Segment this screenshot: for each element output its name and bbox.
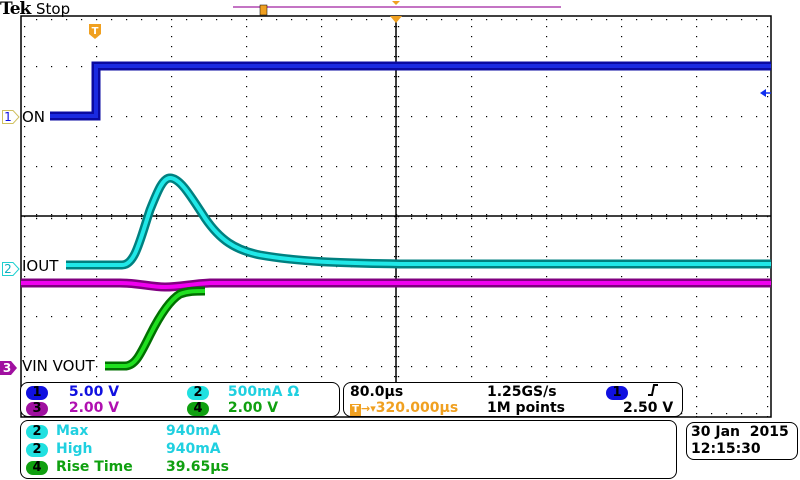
ch2-setting[interactable]: 2 500mA Ω: [187, 384, 299, 400]
acquisition-status: Stop: [36, 0, 71, 18]
vertical-settings-panel: 1 5.00 V 2 500mA Ω 3 2.00 V 4 2.00 V: [20, 382, 340, 417]
date: 30 Jan 2015: [691, 424, 789, 440]
horizontal-trigger-panel: 80.0µs T →▾320.000µs 1.25GS/s 1M points 1…: [343, 382, 683, 417]
svg-text:2: 2: [4, 262, 12, 276]
trigger-level[interactable]: 2.50 V: [623, 400, 674, 416]
measurement-row[interactable]: 2 Max 940mA: [26, 423, 221, 439]
ch1-label: ON: [22, 108, 46, 126]
trigger-position[interactable]: T →▾320.000µs: [350, 400, 458, 416]
ch3-ground-marker[interactable]: 3: [0, 360, 20, 379]
trigger-position-marker: T: [89, 24, 101, 39]
svg-text:1: 1: [4, 110, 12, 124]
ch1-scale: 5.00 V: [68, 384, 120, 400]
trigger-level-arrow: [760, 89, 766, 97]
ch2-label: IOUT: [22, 257, 59, 275]
record-center-marker: [392, 1, 400, 5]
ch3-setting[interactable]: 3 2.00 V: [26, 400, 119, 416]
expansion-point-marker: [390, 16, 402, 23]
time-per-div[interactable]: 80.0µs: [350, 384, 404, 400]
ch2-ground-marker[interactable]: 2: [2, 261, 22, 280]
measurements-panel: 2 Max 940mA 2 High 940mA 4 Rise Time 39.…: [20, 420, 677, 479]
svg-text:3: 3: [3, 361, 11, 375]
ch2-waveform: [66, 173, 771, 270]
ch3-scale: 2.00 V: [68, 400, 120, 416]
ch3-waveform: [21, 278, 771, 292]
ch2-scale: 500mA Ω: [227, 384, 300, 400]
rising-edge-icon: [647, 384, 659, 400]
ch4-setting[interactable]: 4 2.00 V: [187, 400, 278, 416]
trigger-source[interactable]: 1: [606, 384, 659, 400]
ch1-ground-marker[interactable]: 1: [2, 109, 22, 128]
ch3-ch4-label: VIN VOUT: [22, 357, 95, 375]
time: 12:15:30: [691, 441, 761, 457]
trigger-marker-icon: T: [350, 404, 361, 416]
measurement-row[interactable]: 4 Rise Time 39.65µs: [26, 459, 229, 475]
ch4-scale: 2.00 V: [227, 400, 279, 416]
ch1-waveform: [50, 61, 771, 121]
datetime-panel: 30 Jan 2015 12:15:30: [686, 422, 798, 460]
record-trigger-marker: [259, 4, 268, 16]
ch1-setting[interactable]: 1 5.00 V: [26, 384, 119, 400]
measurement-row[interactable]: 2 High 940mA: [26, 441, 221, 457]
ch4-waveform: [105, 286, 206, 371]
arrow-icon: →▾: [361, 402, 376, 415]
brand-logo: Tek: [0, 0, 31, 19]
sample-rate: 1.25GS/s: [487, 384, 557, 400]
record-length[interactable]: 1M points: [487, 400, 565, 416]
svg-text:T: T: [92, 26, 99, 37]
